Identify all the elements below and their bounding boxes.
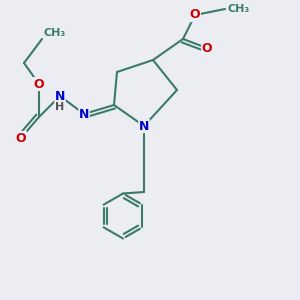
Text: O: O	[202, 41, 212, 55]
Text: CH₃: CH₃	[44, 28, 66, 38]
Text: O: O	[190, 8, 200, 22]
Text: CH₃: CH₃	[228, 4, 250, 14]
Text: O: O	[16, 131, 26, 145]
Text: O: O	[34, 77, 44, 91]
Text: N: N	[139, 119, 149, 133]
Text: N: N	[79, 107, 89, 121]
Text: H: H	[56, 102, 64, 112]
Text: N: N	[55, 89, 65, 103]
